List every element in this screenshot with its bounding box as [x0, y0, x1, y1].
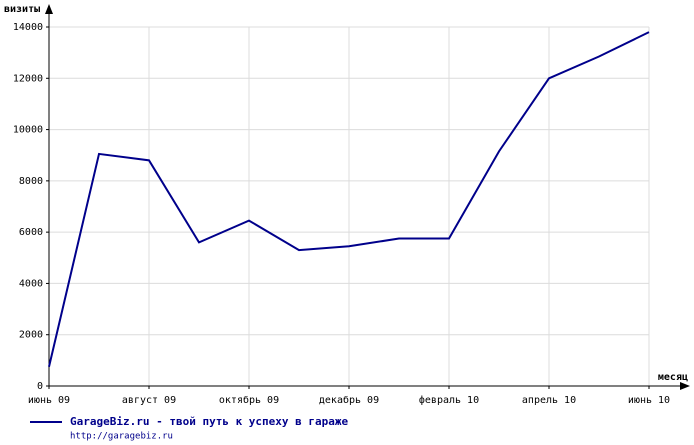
x-tick-label: июнь 09 — [28, 395, 70, 406]
x-tick-label: декабрь 09 — [319, 394, 379, 406]
legend-subtitle: http://garagebiz.ru — [70, 432, 173, 442]
y-tick-label: 4000 — [19, 278, 43, 289]
x-tick-label: октябрь 09 — [219, 394, 279, 406]
x-tick-label: август 09 — [122, 395, 176, 406]
y-tick-label: 6000 — [19, 227, 43, 238]
y-tick-label: 14000 — [13, 22, 43, 33]
legend-label: GarageBiz.ru - твой путь к успеху в гара… — [70, 415, 349, 428]
y-tick-label: 10000 — [13, 125, 43, 136]
x-axis-label: месяц — [658, 372, 688, 383]
x-tick-label: апрель 10 — [522, 395, 576, 406]
x-tick-label: июнь 10 — [628, 395, 670, 406]
x-axis-arrow — [680, 382, 690, 390]
y-axis-arrow — [45, 4, 53, 14]
y-axis-label: визиты — [4, 4, 40, 15]
y-tick-label: 12000 — [13, 73, 43, 84]
x-tick-label: февраль 10 — [419, 394, 479, 406]
y-tick-label: 0 — [37, 381, 43, 392]
data-line — [48, 31, 650, 367]
y-tick-label: 8000 — [19, 176, 43, 187]
y-tick-label: 2000 — [19, 330, 43, 341]
